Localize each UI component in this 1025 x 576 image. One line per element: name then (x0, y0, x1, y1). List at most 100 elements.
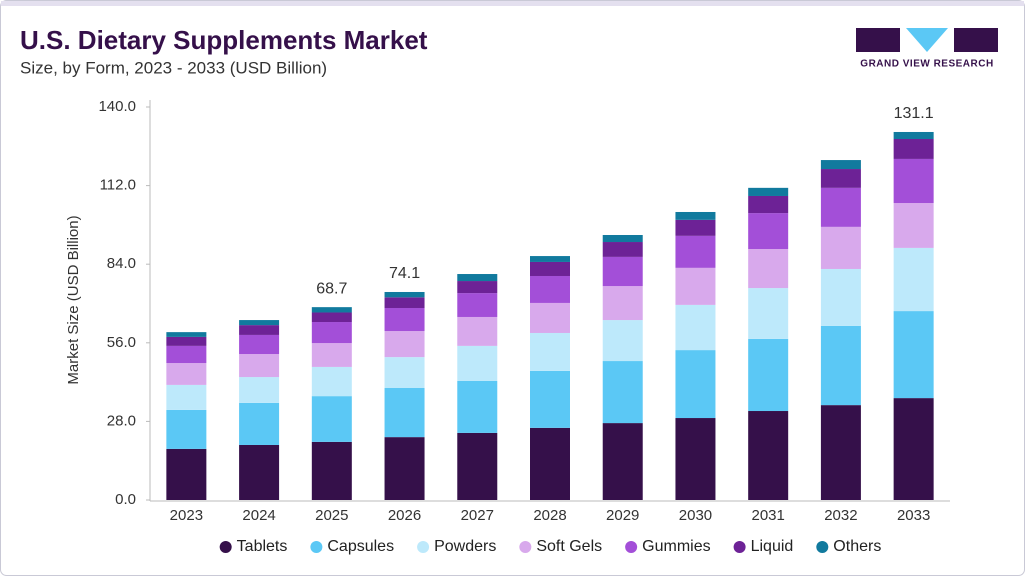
bar-segment (457, 380, 498, 433)
x-tick-label: 2031 (751, 507, 784, 524)
x-tick-label: 2023 (170, 507, 203, 524)
bar-segment (384, 437, 425, 500)
bar-segment (675, 350, 716, 419)
legend-label: Tablets (237, 538, 288, 555)
bar-segment (239, 354, 280, 378)
bar-segment (675, 211, 716, 220)
legend-marker (625, 541, 638, 553)
legend-marker (417, 541, 430, 553)
x-tick-label: 2027 (461, 507, 494, 524)
legend-marker (733, 541, 746, 553)
bar-segment (384, 331, 425, 358)
y-tick-label: 56.0 (107, 334, 136, 351)
bar-segment (166, 409, 207, 449)
logo-block (856, 28, 900, 52)
brand: GRAND VIEW RESEARCH (860, 59, 993, 70)
legend-marker (310, 541, 323, 553)
bar-segment (820, 268, 861, 326)
bar-segment (820, 226, 861, 269)
bar-segment (384, 357, 425, 388)
bar-segment (311, 343, 352, 367)
legend-label: Liquid (751, 538, 794, 555)
bar-segment (893, 203, 934, 248)
bar-segment (675, 235, 716, 268)
total-label: 131.1 (894, 105, 934, 122)
chart-title: U.S. Dietary Supplements Market (20, 25, 428, 55)
bar-segment (602, 256, 643, 287)
x-tick-label: 2033 (897, 507, 930, 524)
bar-segment (530, 332, 570, 371)
bar-segment (457, 293, 498, 317)
bar-segment (602, 235, 643, 243)
bar-segment (530, 275, 570, 303)
bar-segment (166, 345, 207, 364)
bar-segment (820, 187, 861, 227)
bar-segment (748, 288, 789, 339)
bar-segment (457, 345, 498, 381)
bar-segment (384, 297, 425, 308)
bar-segment (457, 316, 498, 346)
bar-segment (166, 332, 207, 337)
x-tick-label: 2029 (606, 507, 639, 524)
bar-segment (893, 398, 934, 500)
logo-triangle (906, 28, 948, 52)
y-tick-label: 0.0 (115, 491, 136, 508)
bar-segment (675, 267, 716, 305)
bar-segment (748, 213, 789, 250)
x-tick-label: 2025 (315, 507, 348, 524)
legend-label: Gummies (642, 538, 710, 555)
bar-segment (384, 291, 425, 298)
total-label: 68.7 (316, 280, 347, 297)
bar-segment (748, 195, 789, 214)
bar-segment (602, 423, 643, 500)
bar-segment (239, 377, 280, 403)
bar-segment (311, 366, 352, 397)
bar-segment (239, 325, 280, 335)
bar-segment (166, 336, 207, 346)
bar-segment (239, 402, 280, 445)
bar-segment (820, 169, 861, 188)
logo: GRAND VIEW RESEARCH (856, 28, 998, 70)
legend-label: Powders (434, 538, 496, 555)
bar-segment (530, 302, 570, 333)
bar-segment (166, 384, 207, 410)
x-tick-label: 2030 (679, 507, 712, 524)
total-label: 74.1 (389, 265, 420, 282)
bar-segment (675, 418, 716, 500)
x-tick-label: 2032 (824, 507, 857, 524)
bar-segment (602, 286, 643, 321)
bar-segment (311, 312, 352, 323)
bar-segment (748, 187, 789, 196)
bar-segment (166, 448, 207, 500)
legend-label: Others (833, 538, 881, 555)
bar-segment (893, 139, 934, 159)
legend-marker (519, 541, 532, 553)
y-tick-label: 140.0 (98, 98, 136, 115)
bar-segment (530, 256, 570, 262)
y-axis-label: Market Size (USD Billion) (65, 215, 82, 384)
bar-segment (239, 444, 280, 500)
bar-segment (239, 320, 280, 326)
legend-label: Capsules (327, 538, 394, 555)
bar-segment (675, 219, 716, 236)
bar-segment (820, 160, 861, 170)
bar-segment (820, 325, 861, 406)
x-tick-label: 2026 (388, 507, 421, 524)
bar-segment (602, 361, 643, 424)
bar-segment (239, 334, 280, 355)
bar-segment (530, 427, 570, 500)
bar-segment (893, 158, 934, 204)
bar-segment (457, 274, 498, 282)
bar-segment (311, 396, 352, 442)
bar-segment (457, 432, 498, 500)
bar-segment (457, 281, 498, 294)
bar-segment (530, 261, 570, 276)
bar-segment (384, 387, 425, 438)
bar-segment (748, 411, 789, 500)
y-tick-label: 28.0 (107, 412, 136, 429)
x-tick-label: 2024 (242, 507, 275, 524)
bar-segment (748, 338, 789, 412)
x-tick-label: 2028 (533, 507, 566, 524)
chart-subtitle: Size, by Form, 2023 - 2033 (USD Billion) (20, 58, 327, 77)
